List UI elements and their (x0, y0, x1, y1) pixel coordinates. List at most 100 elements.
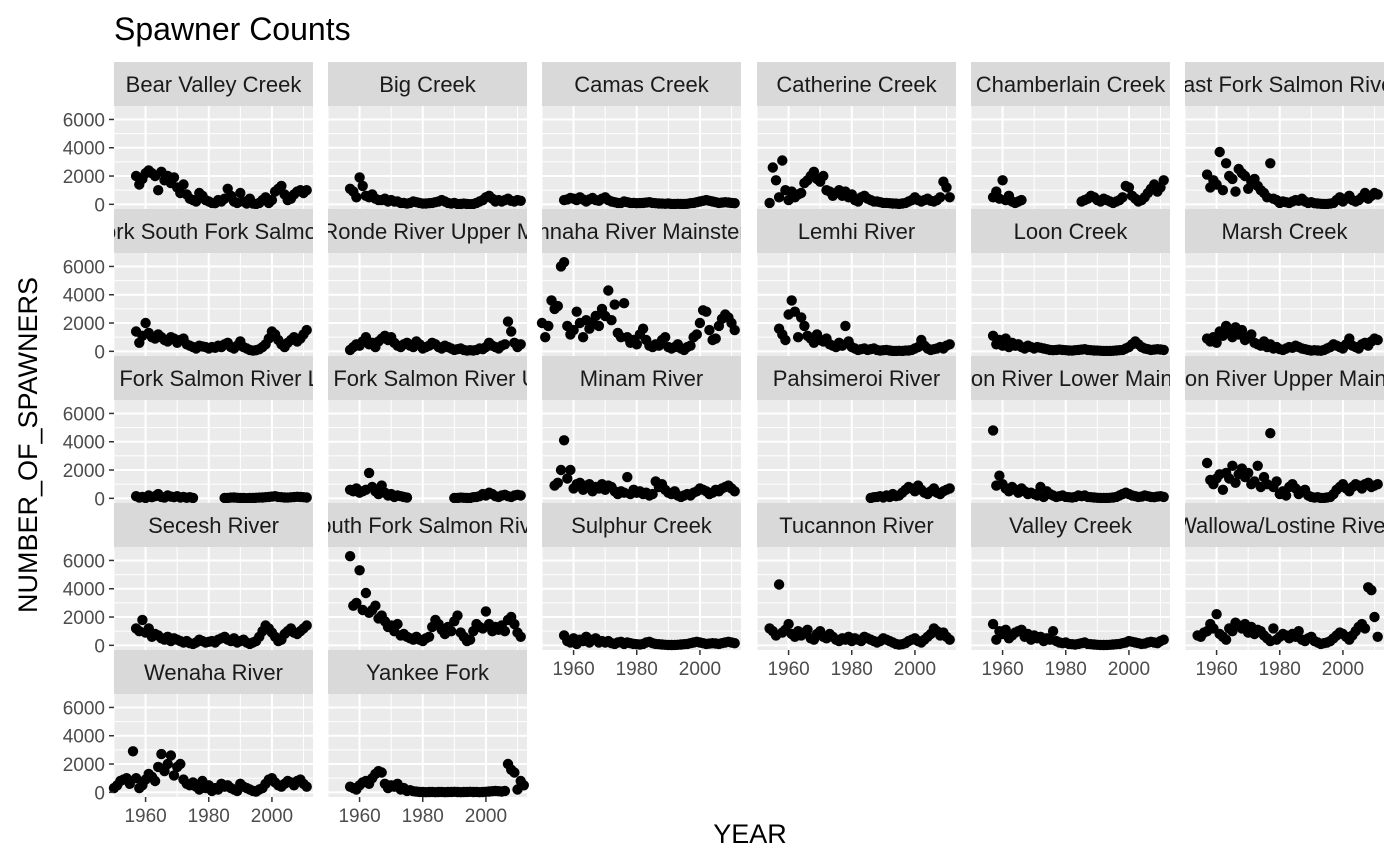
data-points (1201, 146, 1383, 210)
x-tick-label: 1980 (402, 806, 444, 827)
data-points (344, 758, 529, 798)
facet-tucannon-river: Tucannon River 1960 1980 2000 (756, 503, 956, 680)
data-point (1211, 609, 1222, 620)
data-point (704, 324, 715, 336)
data-points (130, 488, 312, 504)
data-point (558, 435, 570, 446)
data-point (1366, 585, 1377, 596)
data-point (1230, 186, 1241, 197)
y-axis-title: NUMBER_OF_SPAWNERS (13, 277, 43, 613)
data-point (685, 340, 696, 351)
data-point (552, 300, 563, 312)
data-point (783, 618, 794, 630)
data-point (1265, 158, 1276, 169)
data-point (130, 773, 142, 784)
facet-strip (757, 62, 956, 106)
facet-label: Chamberlain Creek (976, 72, 1167, 97)
facet-label: Sulphur Creek (571, 513, 713, 538)
data-point (499, 626, 511, 637)
data-point (767, 162, 778, 173)
x-axis-title: YEAR (713, 819, 787, 849)
data-point (301, 324, 312, 336)
data-points (344, 551, 526, 647)
y-tick-label: 0 (94, 636, 105, 657)
data-point (351, 597, 362, 609)
data-point (694, 317, 706, 329)
data-point (140, 317, 151, 329)
data-points (108, 746, 312, 797)
facet-label: Secesh River (148, 513, 279, 538)
y-tick-label: 4000 (63, 433, 105, 454)
data-point (1265, 428, 1276, 439)
data-point (710, 333, 721, 344)
facet-label: Marsh Creek (1222, 219, 1349, 244)
data-point (770, 175, 782, 186)
facet-label: Lemhi River (798, 219, 915, 244)
data-point (935, 192, 946, 203)
data-point (351, 192, 362, 203)
data-point (464, 634, 476, 645)
data-point (515, 490, 526, 501)
facet-strip (971, 356, 1170, 400)
data-point (552, 477, 563, 488)
facet-strip (1185, 356, 1384, 400)
data-point (818, 170, 829, 182)
data-point (162, 758, 173, 770)
data-point (178, 179, 189, 190)
facet-salmon-river-upper-mainstem: Salmon River Upper Mainstem (1184, 356, 1384, 504)
data-point (515, 195, 526, 206)
y-tick-label: 4000 (63, 727, 105, 748)
y-tick-label: 2000 (63, 167, 105, 188)
data-point (1280, 490, 1292, 501)
facet-label: South Fork Salmon River (305, 513, 551, 538)
facet-panels: Bear Valley Creek 0 2000 4000 6000 Big Creek C… (40, 62, 1384, 827)
data-point (540, 332, 551, 343)
x-tick-label: 2000 (1108, 659, 1150, 680)
data-point (127, 746, 139, 757)
chart-title: Spawner Counts (114, 11, 351, 47)
data-point (187, 492, 199, 504)
data-point (577, 332, 589, 343)
facet-strip (542, 209, 741, 253)
data-point (1158, 175, 1169, 186)
data-point (944, 634, 955, 645)
data-point (153, 185, 164, 196)
data-point (1359, 623, 1371, 634)
data-point (392, 618, 403, 630)
facet-label: East Fork South Fork Salmon River (40, 219, 386, 244)
data-point (1117, 192, 1128, 203)
data-point (1271, 476, 1282, 487)
data-point (301, 492, 312, 503)
y-tick-label: 6000 (63, 110, 105, 131)
x-tick-label: 1960 (767, 659, 809, 680)
data-point (1211, 337, 1222, 348)
facet-pahsimeroi-river: Pahsimeroi River (756, 356, 956, 504)
facet-east-fork-south-fork-salmon-river: East Fork South Fork Salmon River 0 2000 40… (40, 209, 386, 363)
facet-grande-ronde-river-upper-mainstem: Grande Ronde River Upper Mainstem (327, 209, 527, 356)
facet-label: Camas Creek (574, 72, 709, 97)
data-point (773, 579, 785, 590)
data-point (997, 175, 1008, 186)
facet-big-creek: Big Creek (327, 62, 527, 210)
data-point (301, 620, 312, 631)
facet-label: Catherine Creek (776, 72, 937, 97)
facet-label: Wenaha River (144, 660, 283, 685)
data-points (764, 155, 955, 210)
data-point (773, 192, 785, 203)
facet-strip (542, 356, 741, 400)
data-point (168, 172, 180, 183)
data-point (1227, 173, 1238, 185)
data-point (301, 781, 312, 792)
facet-wenaha-river: Wenaha River 0 2000 4000 6000 1960 1980 2000 (63, 650, 313, 827)
data-point (1243, 467, 1254, 479)
data-point (509, 618, 520, 630)
data-points (773, 295, 955, 357)
facet-strip (1185, 62, 1384, 106)
facet-loon-creek: Loon Creek (970, 209, 1170, 357)
facet-label: Loon Creek (1014, 219, 1129, 244)
data-point (637, 323, 649, 334)
facet-strip (1185, 209, 1384, 253)
data-point (1369, 611, 1380, 623)
data-point (165, 750, 177, 761)
